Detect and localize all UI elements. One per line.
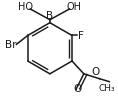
Text: OH: OH — [67, 2, 82, 12]
Text: O: O — [73, 84, 82, 94]
Text: Br: Br — [5, 40, 16, 50]
Text: CH₃: CH₃ — [99, 84, 115, 93]
Text: HO: HO — [18, 2, 33, 12]
Text: F: F — [78, 31, 84, 41]
Text: B: B — [46, 11, 53, 21]
Text: O: O — [91, 67, 99, 77]
